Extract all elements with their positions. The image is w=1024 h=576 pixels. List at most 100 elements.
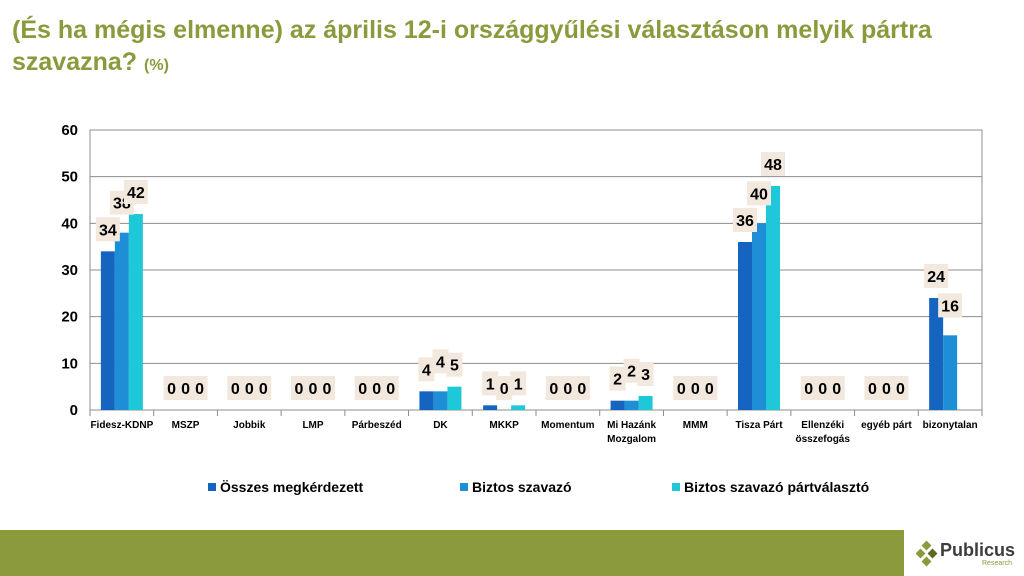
x-tick-label: LMP — [302, 420, 323, 431]
data-label: 24 — [927, 269, 945, 286]
data-label: 0 — [231, 381, 240, 398]
x-tick-label: egyéb párt — [861, 420, 912, 431]
data-label-box — [828, 376, 845, 400]
y-tick-label: 10 — [61, 355, 78, 372]
data-label-box — [892, 376, 909, 400]
x-tick-label: Ellenzéki összefogás — [795, 420, 850, 445]
legend-label: Biztos szavazó — [472, 479, 572, 495]
data-label-box — [761, 152, 785, 176]
data-label-box — [924, 264, 949, 288]
data-label: 5 — [450, 358, 459, 375]
bar — [766, 186, 780, 410]
y-tick-label: 40 — [61, 215, 78, 232]
x-tick-label: Jobbik — [233, 420, 266, 431]
data-label: 0 — [500, 381, 509, 398]
data-label: 0 — [563, 381, 572, 398]
bar — [114, 232, 129, 410]
x-tick-label: DK — [433, 420, 448, 431]
data-label-box — [701, 376, 718, 400]
x-tick-label: Momentum — [541, 420, 594, 431]
data-label: 0 — [549, 381, 558, 398]
data-label-box — [255, 376, 272, 400]
data-label-box — [418, 357, 435, 382]
y-tick-label: 30 — [61, 262, 78, 279]
data-label: 0 — [818, 381, 827, 398]
data-label: 34 — [99, 222, 117, 239]
data-label-box — [573, 376, 590, 400]
data-label: 48 — [764, 157, 782, 174]
bar — [752, 223, 766, 410]
x-tick-label: bizonytalan — [923, 420, 978, 431]
data-label: 0 — [181, 381, 190, 398]
legend-label: Biztos szavazó pártválasztó — [684, 479, 869, 495]
bar — [638, 396, 653, 410]
bar — [943, 335, 958, 410]
bar — [419, 391, 434, 410]
data-label-box — [938, 293, 963, 318]
diamond-logo-icon — [916, 541, 938, 567]
data-label: 4 — [436, 354, 445, 371]
data-label-box — [446, 352, 463, 377]
bar — [610, 400, 625, 410]
data-label: 0 — [896, 381, 905, 398]
bar — [483, 405, 498, 410]
publicus-logo: Publicus Research — [916, 537, 1024, 571]
data-label-box — [227, 376, 244, 400]
data-label-box — [191, 376, 208, 400]
data-label: 0 — [832, 381, 841, 398]
data-label-box — [814, 376, 831, 400]
data-label: 0 — [804, 381, 813, 398]
data-label-box — [637, 362, 654, 386]
data-label: 0 — [882, 381, 891, 398]
bars — [100, 186, 958, 410]
data-label: 3 — [641, 367, 650, 384]
data-label-box — [559, 376, 576, 400]
bar — [100, 251, 115, 410]
data-label: 0 — [691, 381, 700, 398]
data-label-box — [241, 376, 258, 400]
data-label: 36 — [736, 213, 754, 230]
data-label-box — [800, 376, 817, 400]
data-label-box — [673, 376, 690, 400]
data-label: 0 — [372, 381, 381, 398]
gridlines — [89, 129, 983, 411]
data-label-box — [354, 376, 371, 400]
data-label-box — [545, 376, 562, 400]
legend-swatch — [672, 483, 680, 491]
legend-swatch — [208, 483, 216, 491]
data-label-box — [382, 376, 399, 400]
legend: Összes megkérdezett Biztos szavazó Biztos … — [208, 479, 869, 495]
data-label-box — [623, 358, 640, 383]
data-label-box — [747, 181, 771, 206]
data-label: 0 — [358, 381, 367, 398]
y-tick-label: 20 — [61, 309, 78, 326]
data-label-box — [177, 376, 194, 400]
data-label: 2 — [613, 372, 622, 389]
data-label: 40 — [750, 186, 768, 203]
chart-title-unit: (%) — [144, 57, 169, 74]
bar — [738, 242, 752, 410]
data-label-box — [319, 376, 335, 400]
data-label: 2 — [627, 364, 636, 381]
data-label-box — [123, 180, 148, 204]
x-tick-label: Tisza Párt — [735, 420, 783, 431]
data-label: 0 — [323, 381, 332, 398]
data-label-box — [432, 349, 449, 374]
data-label: 4 — [422, 362, 431, 379]
y-tick-label: 0 — [70, 402, 78, 419]
data-label-box — [95, 217, 120, 242]
data-label-box — [510, 371, 527, 396]
data-label-box — [163, 376, 180, 400]
data-label: 0 — [245, 381, 254, 398]
data-label: 0 — [577, 381, 586, 398]
bar — [929, 298, 944, 410]
x-tick-label: MSZP — [172, 420, 200, 431]
footer-bar — [0, 530, 904, 576]
data-label: 16 — [941, 298, 959, 315]
data-label: 0 — [386, 381, 395, 398]
data-label: 0 — [167, 381, 176, 398]
data-label: 0 — [295, 381, 304, 398]
